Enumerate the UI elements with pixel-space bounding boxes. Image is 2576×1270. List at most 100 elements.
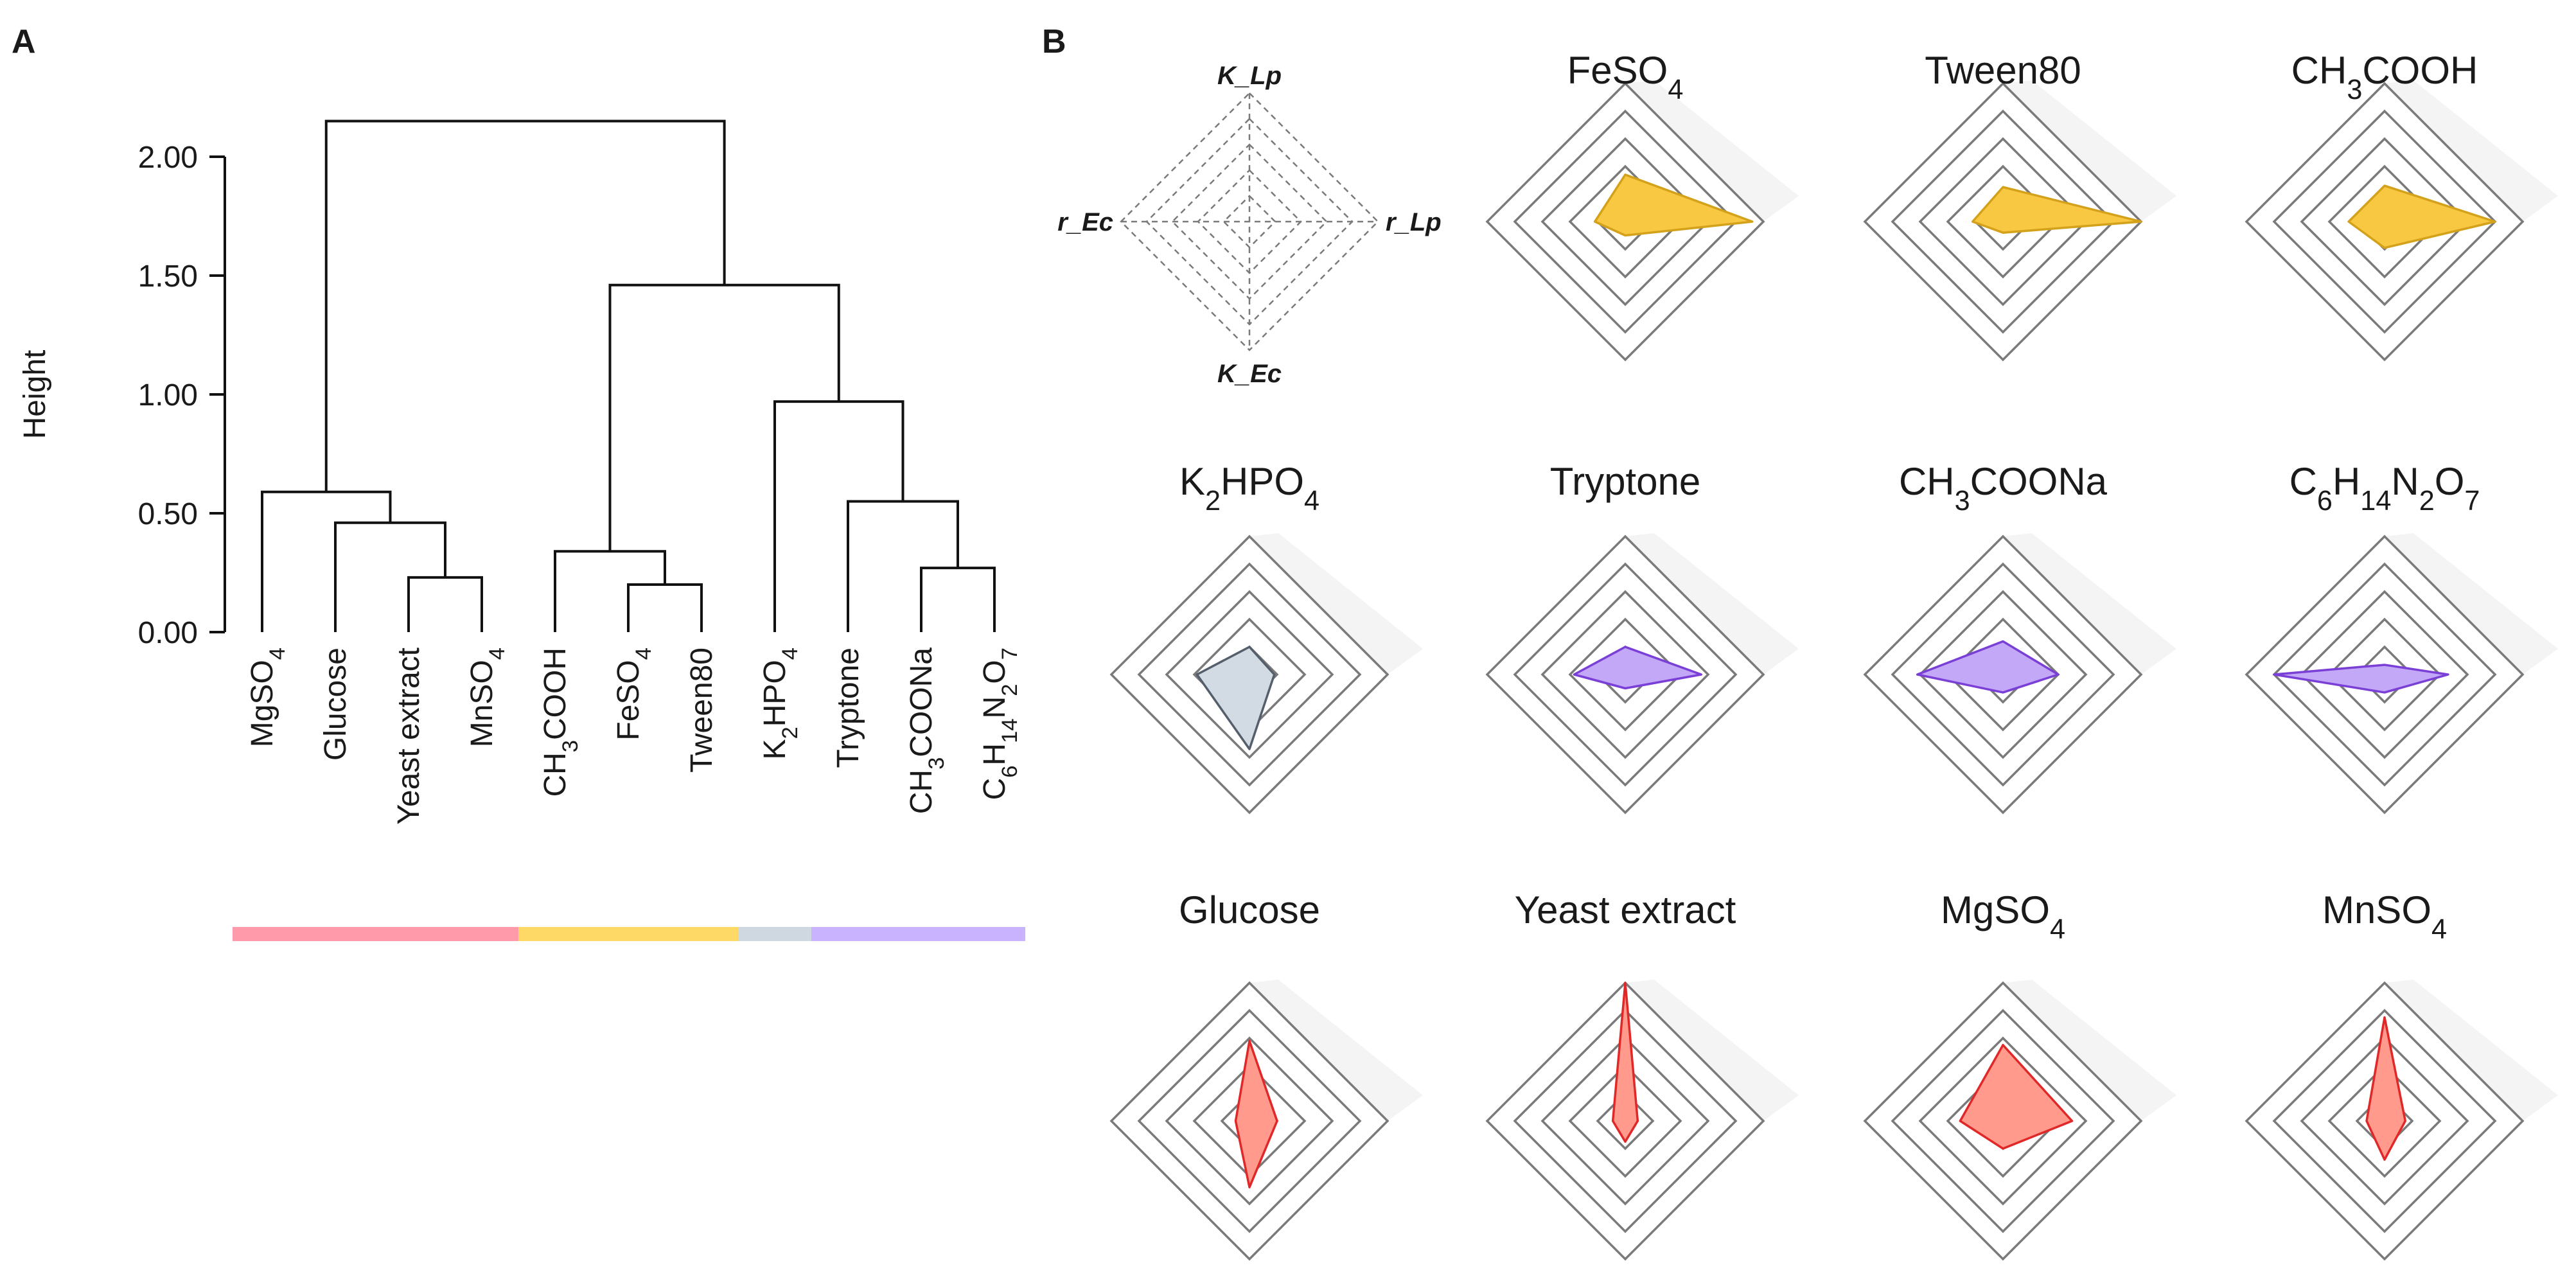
radar-title: CH3COONa: [1899, 460, 2108, 516]
radar-ring: [2272, 1009, 2497, 1233]
cluster-bar-segment: [811, 927, 1025, 941]
radar-title: MnSO4: [2322, 888, 2447, 945]
panel-label-b: B: [1042, 23, 1066, 60]
axis-key-bottom: K_Ec: [1217, 360, 1282, 388]
radar-title: CH3COOH: [2291, 49, 2478, 105]
cluster-bar-segment: [233, 927, 518, 941]
radar-ring: [1513, 562, 1738, 787]
radar-ring: [2300, 137, 2469, 306]
radar-chart: Glucose: [1109, 888, 1423, 1261]
radar-title-text: CH: [2291, 49, 2347, 92]
radar-title-text: Yeast extract: [1515, 888, 1736, 931]
radar-title-subscript: 2: [2419, 486, 2435, 516]
dendrogram-merge: [627, 583, 703, 632]
radar-ring: [1540, 1036, 1710, 1206]
radar-title: Tryptone: [1550, 460, 1701, 503]
radar-ring: [1165, 590, 1334, 759]
y-axis-title: Height: [18, 350, 52, 439]
radar-chart: K2HPO4: [1109, 460, 1423, 815]
axis-key-left: r_Ec: [1057, 208, 1113, 236]
radar-title-subscript: 3: [2347, 75, 2362, 105]
leaf-label-text: CH: [538, 752, 572, 797]
radar-title-subscript: 14: [2360, 486, 2391, 516]
radar-key: K_Lp r_Lp K_Ec r_Ec: [1057, 62, 1441, 388]
radar-title-subscript: 3: [1955, 486, 1970, 516]
radar-ring: [1137, 1009, 1362, 1233]
radar-chart: CH3COONa: [1863, 460, 2176, 815]
radar-ring: [1540, 590, 1710, 759]
radar-title-text: Tryptone: [1550, 460, 1701, 503]
leaf-label: FeSO4: [612, 648, 656, 741]
radar-polygon: [1916, 640, 2060, 694]
radar-shadow: [1625, 80, 1799, 222]
radar-ring: [2245, 82, 2525, 362]
radar-ring: [1863, 981, 2143, 1261]
leaf-label-text: HPO: [758, 660, 792, 727]
leaf-label: Tween80: [685, 648, 719, 773]
y-tick-label: 1.50: [138, 260, 198, 294]
leaf-label-text: K: [758, 739, 792, 759]
radar-polygon: [2365, 1016, 2406, 1161]
radar-ring: [1109, 981, 1389, 1261]
radar-title-text: HPO: [1221, 460, 1304, 503]
radar-title: FeSO4: [1567, 49, 1684, 105]
leaf-label-subscript: 4: [265, 648, 290, 660]
leaf-label-text: MgSO: [245, 660, 279, 747]
leaf-label-text: Glucose: [319, 648, 353, 761]
dendrogram-merge: [608, 283, 840, 552]
dendrogram-merge: [261, 490, 392, 632]
radar-ring: [1513, 1009, 1738, 1233]
radar-ring: [1485, 981, 1765, 1261]
radar-ring: [2272, 562, 2497, 787]
radar-polygon: [1971, 186, 2142, 234]
leaf-label-text: N: [978, 696, 1012, 719]
leaf-label-text: O: [978, 660, 1012, 684]
leaf-label-text: COOH: [538, 648, 572, 740]
radar-title-subscript: 4: [2431, 914, 2447, 945]
leaf-label-subscript: 3: [558, 740, 583, 752]
y-ticks: 0.00 0.50 1.00 1.50 2.00: [138, 141, 225, 650]
radar-title-subscript: 7: [2464, 486, 2480, 516]
radar-ring: [1596, 1091, 1655, 1151]
dendrogram-merge: [554, 550, 666, 632]
radar-title-text: FeSO: [1567, 49, 1668, 92]
radar-title-text: COOH: [2362, 49, 2478, 92]
radar-ring: [1891, 562, 2115, 787]
radar-title-text: COONa: [1970, 460, 2108, 503]
axis-key-right: r_Lp: [1386, 208, 1442, 236]
y-tick-label: 1.00: [138, 378, 198, 412]
radar-title-text: K: [1179, 460, 1205, 503]
leaf-label-subscript: 4: [778, 648, 802, 660]
axis-key-top: K_Lp: [1217, 62, 1282, 90]
radar-chart: Yeast extract: [1485, 888, 1799, 1261]
leaf-label: MgSO4: [245, 648, 290, 747]
radar-shadow: [2385, 533, 2558, 675]
radar-ring: [1137, 562, 1362, 787]
radar-polygon: [1593, 173, 1754, 237]
radar-polygon: [2347, 184, 2496, 249]
cluster-bar-segment: [518, 927, 738, 941]
radar-title-subscript: 2: [1205, 486, 1221, 516]
radar-ring: [2327, 617, 2442, 732]
radar-ring: [2245, 534, 2525, 815]
radar-ring: [2327, 1064, 2442, 1178]
y-tick-label: 0.50: [138, 497, 198, 531]
radar-title-text: N: [2391, 460, 2419, 503]
radar-ring: [1568, 617, 1682, 732]
radar-shadow: [1625, 980, 1799, 1121]
radar-chart: FeSO4: [1485, 49, 1799, 362]
radar-shadow: [1625, 533, 1799, 675]
radar-ring: [2272, 109, 2497, 334]
radar-ring: [1165, 1036, 1334, 1206]
dendrogram-merge: [773, 400, 904, 632]
leaf-label-subscript: 14: [998, 718, 1022, 743]
leaf-label-subscript: 2: [998, 684, 1022, 696]
radar-shadow: [2003, 533, 2176, 675]
radar-polygon: [1234, 1039, 1278, 1188]
radar-chart: MgSO4: [1863, 888, 2176, 1261]
radar-shadow: [2385, 980, 2558, 1121]
dendrogram-panel: Height 0.000.501.001.502.00 MgSO4 Glucose…: [18, 119, 1025, 941]
radar-polygon: [1959, 1044, 2074, 1150]
